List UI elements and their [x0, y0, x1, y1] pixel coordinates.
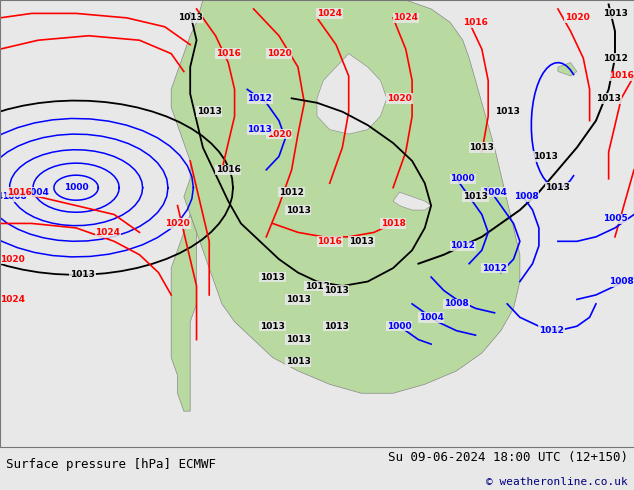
Polygon shape — [393, 192, 431, 210]
Text: Surface pressure [hPa] ECMWF: Surface pressure [hPa] ECMWF — [6, 458, 216, 470]
Text: 1013: 1013 — [323, 322, 349, 331]
Text: 1013: 1013 — [285, 295, 311, 304]
Text: 1013: 1013 — [70, 270, 95, 279]
Text: 1013: 1013 — [197, 107, 222, 116]
Text: 1013: 1013 — [533, 152, 558, 161]
Text: 1024: 1024 — [0, 295, 25, 304]
Text: 1020: 1020 — [266, 129, 292, 139]
Text: 1013: 1013 — [285, 335, 311, 344]
Polygon shape — [171, 0, 520, 393]
Text: 1012: 1012 — [450, 241, 476, 250]
Text: 1004: 1004 — [418, 313, 444, 322]
Text: 1012: 1012 — [247, 94, 273, 103]
Text: 1013: 1013 — [260, 272, 285, 282]
Text: 1008: 1008 — [609, 277, 634, 286]
Text: 1013: 1013 — [349, 237, 374, 246]
Text: 1020: 1020 — [564, 13, 590, 23]
Text: 1012: 1012 — [539, 326, 564, 335]
Text: 1016: 1016 — [463, 18, 488, 27]
Text: 1020: 1020 — [0, 255, 25, 264]
Text: 1004: 1004 — [0, 192, 3, 201]
Text: Su 09-06-2024 18:00 UTC (12+150): Su 09-06-2024 18:00 UTC (12+150) — [387, 451, 628, 464]
Text: 1013: 1013 — [178, 13, 203, 23]
Text: 1016: 1016 — [6, 188, 32, 196]
Text: 1020: 1020 — [387, 94, 412, 103]
Text: 1013: 1013 — [495, 107, 520, 116]
Text: 1013: 1013 — [469, 143, 495, 152]
Text: 1013: 1013 — [596, 94, 621, 103]
Text: © weatheronline.co.uk: © weatheronline.co.uk — [486, 477, 628, 487]
Text: 1000: 1000 — [387, 322, 411, 331]
Polygon shape — [171, 215, 197, 411]
Text: 1013: 1013 — [285, 358, 311, 367]
Text: 1008: 1008 — [1, 192, 27, 201]
Text: 1004: 1004 — [482, 188, 507, 196]
Text: 1013: 1013 — [304, 281, 330, 291]
Text: 1012: 1012 — [482, 264, 507, 272]
Text: 1013: 1013 — [247, 125, 273, 134]
Text: 1024: 1024 — [393, 13, 418, 23]
Text: 1005: 1005 — [602, 215, 628, 223]
Text: 1004: 1004 — [24, 188, 49, 196]
Text: 1016: 1016 — [216, 165, 241, 174]
Text: 1016: 1016 — [609, 72, 634, 80]
Text: 1013: 1013 — [463, 192, 488, 201]
Text: 1013: 1013 — [260, 322, 285, 331]
Text: 1000: 1000 — [451, 174, 475, 183]
Polygon shape — [558, 63, 577, 76]
Text: 1013: 1013 — [323, 286, 349, 295]
Text: 1013: 1013 — [545, 183, 571, 192]
Text: 1020: 1020 — [165, 219, 190, 228]
Text: 1016: 1016 — [317, 237, 342, 246]
Text: 1018: 1018 — [380, 219, 406, 228]
Text: 1016: 1016 — [216, 49, 241, 58]
Polygon shape — [317, 53, 387, 134]
Text: 1013: 1013 — [285, 205, 311, 215]
Text: 1000: 1000 — [65, 183, 89, 192]
Text: 1008: 1008 — [514, 192, 539, 201]
Text: 1013: 1013 — [602, 9, 628, 18]
Text: 1012: 1012 — [602, 53, 628, 63]
Text: 1012: 1012 — [279, 188, 304, 196]
Text: 1008: 1008 — [444, 299, 469, 308]
Text: 1024: 1024 — [95, 228, 120, 237]
Text: 1020: 1020 — [266, 49, 292, 58]
Text: 1024: 1024 — [317, 9, 342, 18]
